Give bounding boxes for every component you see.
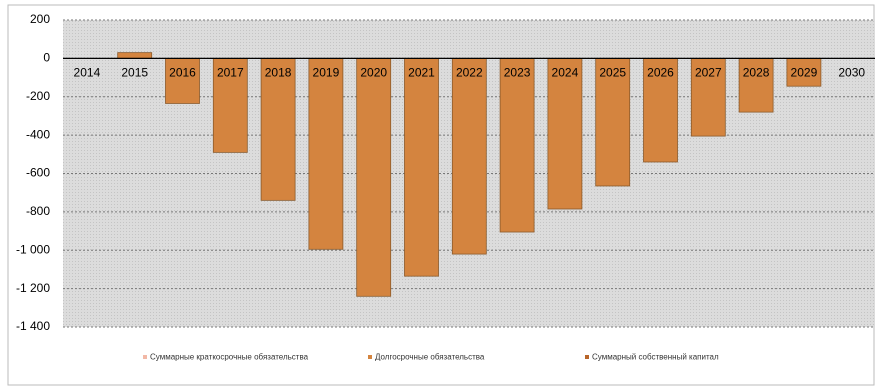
x-tick-label: 2023: [504, 66, 531, 80]
y-tick-label: -800: [26, 204, 50, 218]
x-tick-label: 2016: [169, 66, 196, 80]
y-tick-label: -200: [26, 89, 50, 103]
x-tick-label: 2015: [121, 66, 148, 80]
x-tick-label: 2026: [647, 66, 674, 80]
x-tick-label: 2020: [360, 66, 387, 80]
x-tick-label: 2028: [743, 66, 770, 80]
y-tick-label: -1 400: [16, 319, 50, 333]
x-tick-label: 2021: [408, 66, 435, 80]
x-tick-label: 2017: [217, 66, 244, 80]
bar: [404, 57, 439, 277]
bar: [690, 57, 726, 137]
y-tick-label: 200: [30, 12, 50, 26]
bar: [165, 57, 200, 104]
bar: [356, 57, 392, 297]
legend-label: Суммарные краткосрочные обязательства: [150, 353, 309, 362]
bar: [260, 57, 296, 201]
y-tick-label: -1 000: [16, 242, 50, 256]
x-tick-label: 2030: [838, 66, 865, 80]
x-tick-label: 2018: [265, 66, 292, 80]
legend-swatch: [143, 355, 147, 359]
x-tick-label: 2024: [552, 66, 579, 80]
y-tick-label: -1 200: [16, 281, 50, 295]
x-tick-label: 2029: [791, 66, 818, 80]
legend-label: Долгосрочные обязательства: [375, 353, 485, 362]
legend-swatch: [585, 355, 589, 359]
bar: [308, 57, 344, 250]
bar: [499, 57, 535, 233]
x-tick-label: 2022: [456, 66, 483, 80]
x-tick-label: 2019: [313, 66, 340, 80]
bar: [643, 57, 678, 163]
y-tick-label: -600: [26, 166, 50, 180]
bar: [547, 57, 583, 210]
y-tick-label: 0: [43, 51, 50, 65]
legend-label: Суммарный собственный капитал: [592, 353, 719, 362]
bar: [595, 57, 631, 187]
x-tick-label: 2027: [695, 66, 722, 80]
bar: [451, 57, 487, 255]
bar: [786, 57, 822, 87]
legend-swatch: [368, 355, 372, 359]
x-tick-label: 2025: [599, 66, 626, 80]
y-tick-label: -400: [26, 127, 50, 141]
bar: [117, 52, 153, 59]
bar: [212, 57, 248, 153]
x-tick-label: 2014: [74, 66, 101, 80]
